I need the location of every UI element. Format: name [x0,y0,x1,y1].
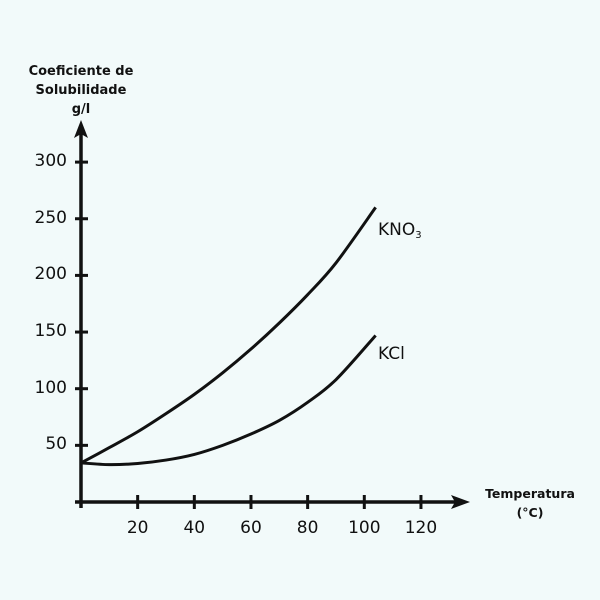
y-tick-label: 300 [34,151,67,172]
y-axis-label-line-1: Coeficiente de [28,64,134,79]
y-tick-label: 100 [34,377,67,398]
x-tick-label: 40 [183,518,206,538]
y-axis-label-line-3: g/l [71,102,91,117]
kcl-label-text: KCl [378,344,405,364]
y-tick-label: 150 [34,321,67,342]
x-tick-label: 60 [240,518,262,538]
x-axis-arrow-icon [451,495,470,509]
x-tick-label: 20 [126,518,149,538]
x-tick-label: 120 [404,518,438,538]
kno3-label-subscript: 3 [415,230,422,241]
x-tick-label: 100 [348,518,381,538]
series-label-kno3: KNO3 [378,220,422,241]
x-tick-label: 80 [296,518,319,538]
x-axis-label-line-2: (°C) [516,505,544,520]
series-label-kcl: KCl [378,344,405,364]
curves [80,206,377,467]
axes [74,120,470,509]
curve-kno3 [80,206,377,465]
curve-kcl [80,334,377,467]
y-tick-label: 50 [45,434,67,455]
y-tick-label: 250 [34,207,67,228]
y-axis-label-line-2: Solubilidade [35,83,127,98]
kno3-label-text: KNO [378,220,416,240]
x-axis-label-line-1: Temperatura [485,486,575,501]
y-tick-label: 200 [34,264,67,285]
y-axis-arrow-icon [74,120,88,138]
